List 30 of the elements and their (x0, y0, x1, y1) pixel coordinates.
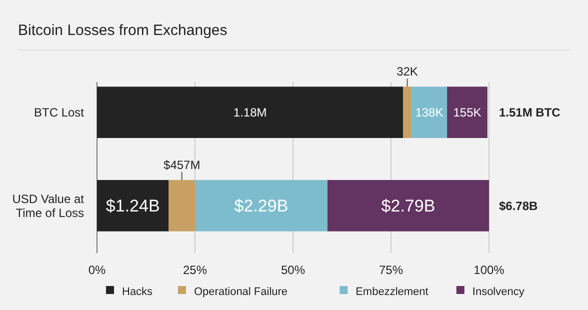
annotation: $2.29B (234, 196, 288, 216)
text: 1.51M BTC (499, 106, 561, 120)
annotation: $2.79B (381, 196, 436, 216)
annotation: $457M (164, 158, 200, 172)
legend-label: Hacks (122, 286, 154, 298)
x-tick-label: 50% (280, 263, 306, 278)
bar (195, 180, 328, 232)
y-tick-label: BTC Lost (34, 106, 85, 120)
y-tick-label: USD Value at Time of Loss (12, 192, 85, 220)
bar (447, 86, 488, 138)
annotation: 155K (453, 106, 482, 120)
x-tick-label: 75% (378, 263, 404, 278)
bar (411, 86, 448, 138)
legend-label: Embezzlement (356, 286, 428, 298)
bar (97, 180, 169, 232)
annotation: 1.18M (233, 106, 267, 120)
legend-label: Insolvency (472, 286, 525, 298)
x-tick-label: 0% (88, 263, 106, 278)
legend-label: Operational Failure (194, 286, 288, 298)
text: 32K (396, 64, 418, 79)
x-tick-label: 100% (474, 263, 505, 278)
annotation: 138K (415, 106, 444, 120)
x-tick-label: 25% (182, 263, 208, 278)
bar (327, 180, 489, 232)
bar (97, 86, 404, 138)
bar (168, 180, 195, 232)
chart-title: Bitcoin Losses from Exchanges (18, 22, 228, 39)
bar (403, 86, 412, 138)
annotation: $1.24B (106, 196, 160, 216)
text: $6.78B (499, 198, 538, 213)
